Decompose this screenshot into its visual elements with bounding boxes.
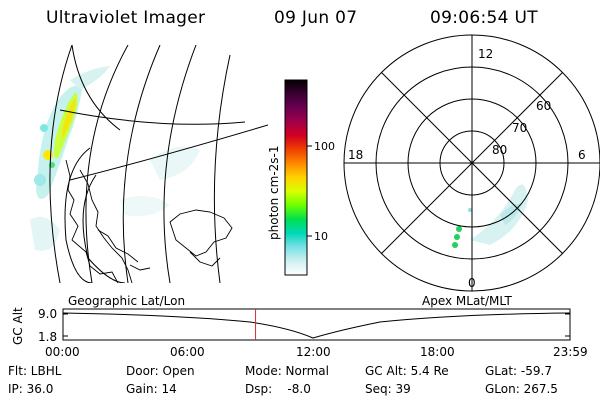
gain-info: Gain: 14 (126, 382, 177, 396)
mlt-label-12: 12 (478, 47, 493, 61)
time-tick-label: 06:00 (170, 345, 205, 359)
lat-label-70: 70 (512, 121, 527, 135)
left-panel-label: Geographic Lat/Lon (68, 294, 185, 308)
altitude-tick-label: 1.8 (38, 330, 57, 344)
date-label: 09 Jun 07 (274, 8, 358, 28)
lat-label-80: 80 (492, 143, 507, 157)
colorbar-unit-label: photon cm-2s-1 (267, 146, 281, 241)
time-tick-label: 23:59 (553, 345, 588, 359)
time-label: 09:06:54 UT (430, 8, 538, 28)
instrument-title: Ultraviolet Imager (46, 8, 206, 28)
geographic-map (30, 45, 268, 283)
glon-info: GLon: 267.5 (485, 382, 558, 396)
mlt-label-18: 18 (348, 148, 363, 162)
right-panel-label: Apex MLat/MLT (422, 294, 512, 308)
altitude-axis-label: GC Alt (11, 307, 25, 345)
mlt-label-6: 6 (578, 148, 586, 162)
door-info: Door: Open (126, 364, 195, 378)
coastlines (65, 159, 233, 283)
mlt-label-0: 0 (468, 276, 476, 290)
colorbar-tick-label: 100 (314, 140, 335, 153)
altitude-curve (62, 312, 571, 339)
seq-info: Seq: 39 (365, 382, 411, 396)
colorbar (284, 79, 308, 276)
aurora-emission-left (30, 66, 200, 251)
gc-alt-info: GC Alt: 5.4 Re (365, 364, 449, 378)
time-tick-label: 18:00 (420, 345, 455, 359)
filter-info: Flt: LBHL (8, 364, 62, 378)
dsp-info: Dsp: -8.0 (245, 382, 311, 396)
mode-info: Mode: Normal (245, 364, 329, 378)
altitude-tick-label: 9.0 (38, 307, 57, 321)
lat-label-60: 60 (536, 99, 551, 113)
colorbar-tick-label: 10 (314, 230, 328, 243)
parallel-lines (59, 109, 268, 283)
time-tick-label: 12:00 (296, 345, 331, 359)
ip-info: IP: 36.0 (8, 382, 54, 396)
meridian-lines (71, 45, 231, 283)
glat-info: GLat: -59.7 (485, 364, 552, 378)
altitude-plot-frame (62, 308, 571, 341)
polar-plot (343, 34, 600, 292)
time-tick-label: 00:00 (45, 345, 80, 359)
